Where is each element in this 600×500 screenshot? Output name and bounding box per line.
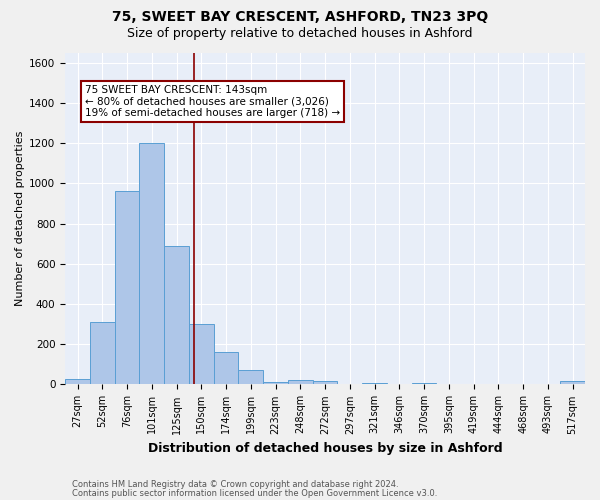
Bar	[238, 370, 263, 384]
Bar	[560, 382, 585, 384]
Bar	[288, 380, 313, 384]
Bar	[65, 380, 90, 384]
Y-axis label: Number of detached properties: Number of detached properties	[15, 131, 25, 306]
Bar	[189, 324, 214, 384]
Bar	[139, 143, 164, 384]
Bar	[115, 192, 139, 384]
X-axis label: Distribution of detached houses by size in Ashford: Distribution of detached houses by size …	[148, 442, 502, 455]
Bar	[263, 382, 288, 384]
Text: Size of property relative to detached houses in Ashford: Size of property relative to detached ho…	[127, 28, 473, 40]
Text: 75 SWEET BAY CRESCENT: 143sqm
← 80% of detached houses are smaller (3,026)
19% o: 75 SWEET BAY CRESCENT: 143sqm ← 80% of d…	[85, 84, 340, 118]
Bar	[164, 246, 189, 384]
Text: 75, SWEET BAY CRESCENT, ASHFORD, TN23 3PQ: 75, SWEET BAY CRESCENT, ASHFORD, TN23 3P…	[112, 10, 488, 24]
Bar	[214, 352, 238, 384]
Text: Contains HM Land Registry data © Crown copyright and database right 2024.: Contains HM Land Registry data © Crown c…	[72, 480, 398, 489]
Text: Contains public sector information licensed under the Open Government Licence v3: Contains public sector information licen…	[72, 489, 437, 498]
Bar	[313, 382, 337, 384]
Bar	[90, 322, 115, 384]
